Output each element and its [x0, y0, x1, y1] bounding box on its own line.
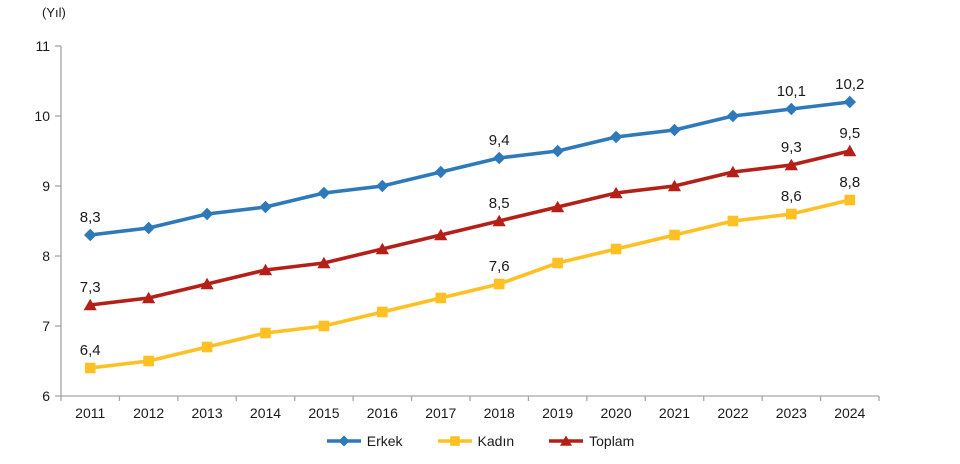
- legend-key-marker: [449, 436, 460, 446]
- data-point-marker: [84, 228, 97, 242]
- legend-key-marker: [560, 435, 573, 446]
- data-point-marker: [318, 320, 330, 332]
- series-erkek: 8,3 9,4 10,1 10,2: [80, 76, 864, 242]
- x-axis-tick-label: 2024: [834, 405, 865, 421]
- y-axis-tick-label: 6: [42, 388, 50, 404]
- data-point-marker: [84, 362, 96, 374]
- data-point-marker: [609, 130, 623, 144]
- series-line: [90, 198, 851, 370]
- data-point-marker: [377, 306, 388, 318]
- data-point-marker: [200, 207, 214, 221]
- data-point-marker: [143, 355, 154, 367]
- data-point-marker: [434, 165, 447, 179]
- y-axis-tick-label: 9: [42, 178, 50, 194]
- data-point-marker: [492, 214, 506, 227]
- x-axis-tick-label: 2016: [367, 405, 398, 421]
- data-point-marker: [260, 327, 271, 339]
- line-chart-svg: 6 7 8 9 10 11 2011 2012 2013 2014 2015 2016 2017 2018…: [34, 38, 880, 421]
- data-point-marker: [83, 298, 97, 311]
- legend-label-erkek: Erkek: [366, 433, 403, 449]
- data-point-marker: [726, 109, 740, 123]
- y-axis-tick-label: 10: [34, 108, 50, 124]
- data-point-marker: [435, 292, 447, 304]
- data-point-label: 8,5: [489, 195, 510, 212]
- y-axis-tick-label: 11: [35, 38, 50, 54]
- data-point-label: 9,5: [839, 125, 860, 142]
- legend-key-marker: [338, 435, 350, 447]
- data-point-marker: [843, 95, 856, 109]
- legend-marker-erkek: [326, 435, 361, 447]
- data-point-marker: [142, 221, 155, 235]
- data-point-marker: [375, 242, 389, 255]
- data-point-marker: [844, 194, 856, 206]
- data-point-marker: [726, 165, 740, 178]
- data-point-label: 10,1: [777, 83, 806, 100]
- legend-label-kadin: Kadın: [477, 433, 515, 449]
- data-point-marker: [317, 256, 331, 269]
- data-point-marker: [668, 123, 681, 137]
- legend-item-toplam: Toplam: [548, 433, 634, 449]
- y-axis-tick-label: 8: [42, 248, 50, 264]
- series-line: [90, 149, 851, 307]
- y-axis-tick-label: 7: [42, 318, 50, 334]
- data-point-marker: [258, 263, 273, 276]
- data-point-label: 7,3: [80, 279, 101, 296]
- data-point-label: 8,8: [839, 174, 860, 191]
- data-point-label: 6,4: [80, 342, 101, 359]
- data-point-marker: [493, 278, 505, 290]
- data-point-marker: [552, 257, 563, 269]
- data-point-label: 7,6: [489, 258, 510, 275]
- x-axis-tick-label: 2011: [75, 405, 105, 421]
- data-point-marker: [785, 102, 798, 116]
- x-axis-tick-label: 2012: [133, 405, 164, 421]
- legend-item-kadin: Kadın: [437, 433, 515, 449]
- data-point-marker: [551, 200, 565, 213]
- data-point-marker: [610, 243, 622, 255]
- x-axis-tick-label: 2018: [484, 405, 515, 421]
- y-axis-unit-label: (Yıl): [42, 5, 66, 20]
- data-point-marker: [669, 229, 680, 241]
- data-point-marker: [786, 208, 797, 220]
- chart-legend: Erkek Kadın Toplam: [0, 433, 960, 449]
- data-point-label: 8,6: [781, 188, 802, 205]
- data-point-label: 8,3: [80, 209, 101, 226]
- data-point-marker: [843, 144, 857, 157]
- x-axis-tick-label: 2019: [542, 405, 573, 421]
- data-point-marker: [142, 291, 156, 304]
- data-point-marker: [201, 341, 213, 353]
- data-point-marker: [200, 277, 214, 290]
- data-point-marker: [434, 228, 448, 241]
- x-axis-tick-label: 2015: [308, 405, 339, 421]
- x-axis-tick-label: 2021: [659, 405, 690, 421]
- series-kadn: 6,4 7,6 8,6 8,8: [80, 174, 860, 374]
- series-line: [90, 100, 850, 237]
- data-point-marker: [609, 186, 623, 199]
- data-point-marker: [493, 151, 506, 165]
- data-point-marker: [727, 215, 739, 227]
- data-point-label: 10,2: [835, 76, 864, 93]
- legend-label-toplam: Toplam: [589, 433, 635, 449]
- data-point-label: 9,3: [781, 139, 802, 156]
- x-axis-tick-label: 2020: [600, 405, 631, 421]
- legend-marker-toplam: [549, 435, 584, 446]
- x-axis-tick-label: 2023: [776, 405, 807, 421]
- x-axis-tick-label: 2014: [250, 405, 281, 421]
- data-point-marker: [551, 144, 564, 158]
- legend-item-erkek: Erkek: [326, 433, 403, 449]
- series-toplam: 7,3 8,5 9,3 9,5: [80, 125, 860, 311]
- data-point-marker: [317, 186, 331, 200]
- x-axis-tick-label: 2013: [191, 405, 222, 421]
- x-axis-tick-label: 2022: [717, 405, 748, 421]
- legend-marker-kadin: [437, 436, 472, 446]
- data-point-label: 9,4: [489, 132, 510, 149]
- data-point-marker: [376, 179, 389, 193]
- x-axis-tick-label: 2017: [425, 405, 456, 421]
- data-point-marker: [784, 158, 798, 171]
- data-point-marker: [667, 179, 682, 192]
- data-point-marker: [259, 200, 272, 214]
